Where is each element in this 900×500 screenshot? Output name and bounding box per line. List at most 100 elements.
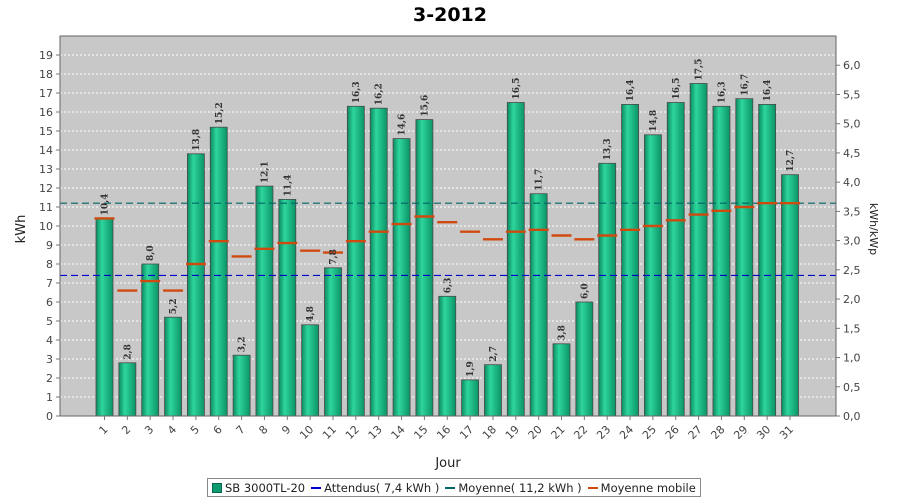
bar-day-16 [438,295,457,417]
data-label-day-9: 11,4 [283,174,293,196]
y2-axis-label: kWh/kWp [867,203,880,255]
x-tick-label-16: 16 [434,423,453,442]
y2-tick-label: 1,0 [843,352,861,365]
x-tick-label-26: 26 [663,423,682,442]
bar-day-1 [95,217,114,417]
bar-day-19 [506,102,525,417]
y-tick-label: 7 [46,277,53,290]
legend-swatch-moving-average [587,486,598,489]
y-tick-label: 2 [46,372,53,385]
y-tick-label: 10 [39,220,53,233]
legend-item-production: SB 3000TL-20 [212,481,305,495]
data-label-day-17: 1,9 [466,361,476,377]
y-tick-label: 4 [46,334,53,347]
y-tick-label: 1 [46,391,53,404]
data-label-day-5: 13,8 [192,129,202,151]
y2-tick-label: 4,5 [843,147,861,160]
data-label-day-23: 13,3 [603,138,613,160]
x-tick-label-6: 6 [211,423,225,437]
bar-day-31 [781,174,799,417]
data-label-day-10: 4,8 [306,306,316,322]
bar-day-11 [324,267,342,417]
legend-item-average: Moyenne( 11,2 kWh ) [445,480,582,495]
x-tick-label-21: 21 [549,423,568,442]
bar-day-17 [461,379,480,417]
legend-label-moving-average: Moyenne mobile [600,480,696,495]
data-label-day-18: 2,7 [489,346,499,362]
y-tick-label: 9 [46,239,53,252]
x-tick-label-13: 13 [366,423,385,442]
data-label-day-8: 12,1 [260,161,270,183]
data-label-day-25: 14,8 [649,110,659,132]
y-tick-label: 15 [39,125,53,138]
bar-day-30 [758,104,777,417]
bar-day-27 [689,83,708,417]
y-tick-label: 6 [46,296,53,309]
y2-tick-label: 5,0 [843,118,861,131]
x-tick-label-9: 9 [279,423,293,437]
data-label-day-26: 16,5 [672,78,682,100]
bar-day-15 [415,119,434,417]
data-label-day-30: 16,4 [763,79,773,101]
bar-day-8 [255,185,274,417]
y-tick-label: 14 [39,144,53,157]
chart-title: 3-2012 [413,4,487,26]
y2-tick-label: 5,5 [843,88,861,101]
data-label-day-7: 3,2 [238,337,248,353]
legend-label-expected: Attendus( 7,4 kWh ) [324,480,440,495]
data-label-day-24: 16,4 [626,79,636,101]
bar-day-12 [346,105,365,417]
data-label-day-14: 14,6 [398,114,408,136]
y-tick-label: 17 [39,87,53,100]
x-tick-label-17: 17 [457,423,476,442]
bar-day-9 [278,198,297,417]
x-tick-label-15: 15 [411,423,430,442]
x-tick-label-11: 11 [320,423,339,442]
y2-tick-label: 1,5 [843,322,861,335]
y-tick-label: 0 [46,410,53,423]
bar-day-23 [598,162,617,417]
y2-tick-label: 3,5 [843,205,861,218]
y-tick-label: 11 [39,201,53,214]
bar-day-3 [141,263,160,417]
bar-day-28 [712,105,731,417]
bar-day-29 [735,98,754,417]
x-tick-label-22: 22 [571,423,590,442]
x-tick-label-1: 1 [96,423,110,437]
x-tick-label-12: 12 [343,423,362,442]
bar-day-24 [621,104,639,417]
y-tick-label: 19 [39,49,53,62]
bar-day-6 [209,126,228,417]
y2-tick-label: 6,0 [843,59,861,72]
data-label-day-3: 8,0 [146,245,156,261]
data-label-day-1: 10,4 [101,193,111,215]
data-label-day-4: 5,2 [169,299,179,315]
bar-day-13 [369,107,388,417]
legend-swatch-expected [311,486,322,489]
bar-day-18 [484,364,502,417]
legend-label-average: Moyenne( 11,2 kWh ) [458,480,582,495]
x-tick-label-5: 5 [188,423,202,437]
bar-day-4 [164,316,182,417]
data-label-day-20: 11,7 [535,169,545,191]
x-tick-label-29: 29 [731,423,750,442]
legend-item-moving-average: Moyenne mobile [587,480,696,495]
y2-tick-label: 2,0 [843,293,861,306]
y2-tick-label: 0,5 [843,381,861,394]
legend-swatch-production [212,482,222,493]
bar-day-7 [232,354,251,417]
y-tick-label: 8 [46,258,53,271]
bar-day-26 [666,102,685,417]
y2-tick-label: 4,0 [843,176,861,189]
bar-day-21 [552,343,571,417]
x-tick-label-4: 4 [165,423,179,437]
y-tick-label: 13 [39,163,53,176]
y2-tick-label: 0,0 [843,410,861,423]
data-label-day-22: 6,0 [580,283,590,299]
x-tick-label-2: 2 [119,423,133,437]
bar-day-20 [529,193,548,417]
legend-swatch-average [445,486,456,489]
data-label-day-29: 16,7 [740,74,750,96]
y-tick-label: 12 [39,182,53,195]
data-label-day-13: 16,2 [375,83,385,105]
